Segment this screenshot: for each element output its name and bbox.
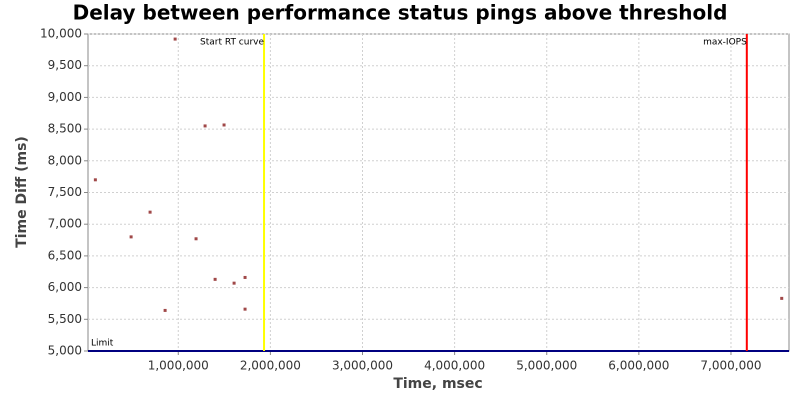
y-tick-label: 9,000 xyxy=(48,90,82,104)
y-tick-label: 6,000 xyxy=(48,280,82,294)
limit-label: Limit xyxy=(91,339,114,349)
y-tick-label: 7,000 xyxy=(48,217,82,231)
x-tick-label: 6,000,000 xyxy=(608,359,669,373)
x-tick-label: 3,000,000 xyxy=(332,359,393,373)
point xyxy=(129,235,133,239)
x-axis-label: Time, msec xyxy=(393,376,482,392)
x-tick-label: 7,000,000 xyxy=(700,359,761,373)
point xyxy=(93,178,97,182)
point xyxy=(148,210,152,214)
x-tick-label: 2,000,000 xyxy=(240,359,301,373)
y-tick-label: 10,000 xyxy=(40,27,82,41)
marker-label: Start RT curve xyxy=(200,38,264,48)
y-tick-label: 8,500 xyxy=(48,122,82,136)
point xyxy=(194,237,198,241)
point xyxy=(213,277,217,281)
point xyxy=(173,37,177,41)
point xyxy=(222,123,226,127)
y-axis-label: Time Diff (ms) xyxy=(14,136,30,248)
y-tick-label: 5,000 xyxy=(48,344,82,358)
y-tick-label: 8,000 xyxy=(48,153,82,167)
point xyxy=(243,275,247,279)
x-tick-label: 1,000,000 xyxy=(148,359,209,373)
chart-title: Delay between performance status pings a… xyxy=(73,1,728,25)
point xyxy=(203,124,207,128)
point xyxy=(243,307,247,311)
x-tick-label: 4,000,000 xyxy=(424,359,485,373)
y-tick-label: 5,500 xyxy=(48,312,82,326)
point xyxy=(780,296,784,300)
y-tick-label: 9,500 xyxy=(48,58,82,72)
marker-label: max-IOPS xyxy=(703,38,747,48)
point xyxy=(163,308,167,312)
y-tick-label: 6,500 xyxy=(48,248,82,262)
point xyxy=(232,281,236,285)
y-tick-label: 7,500 xyxy=(48,185,82,199)
x-tick-label: 5,000,000 xyxy=(516,359,577,373)
